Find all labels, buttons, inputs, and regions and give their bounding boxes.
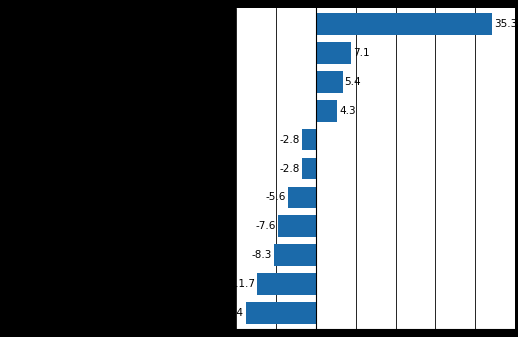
Text: 35.3: 35.3 [494,19,517,29]
Bar [315,100,337,122]
Text: -5.6: -5.6 [265,192,285,202]
Bar [287,186,315,208]
Text: -14: -14 [227,308,243,318]
Text: -8.3: -8.3 [252,250,272,260]
Bar [301,158,315,179]
Bar [315,71,342,93]
Text: 7.1: 7.1 [353,48,370,58]
Bar [246,302,315,324]
Text: -2.8: -2.8 [279,163,299,174]
Bar [274,244,315,266]
Bar [301,129,315,151]
Bar [257,273,315,295]
Text: 5.4: 5.4 [344,77,361,87]
Bar [315,42,351,64]
Text: -7.6: -7.6 [255,221,276,231]
Text: -2.8: -2.8 [279,135,299,145]
Text: -11.7: -11.7 [228,279,255,289]
Bar [278,215,315,237]
Bar [315,13,492,35]
Text: 4.3: 4.3 [339,106,356,116]
